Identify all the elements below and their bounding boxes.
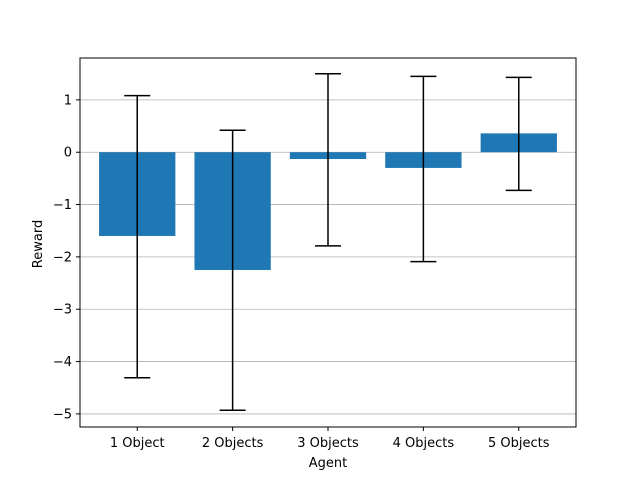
x-axis-label: Agent xyxy=(309,456,347,471)
x-tick-label: 3 Objects xyxy=(297,436,359,451)
y-tick-label: −1 xyxy=(53,198,72,213)
x-tick-label: 5 Objects xyxy=(488,436,550,451)
y-tick-label: −3 xyxy=(53,303,72,318)
y-tick-label: −5 xyxy=(53,407,72,422)
x-tick-label: 1 Object xyxy=(110,436,165,451)
y-tick-label: 1 xyxy=(64,93,72,108)
x-tick-label: 4 Objects xyxy=(393,436,455,451)
error-bars xyxy=(124,72,532,412)
y-tick-label: −4 xyxy=(53,355,72,370)
y-axis-ticks: 1 0 −1 −2 −3 −4 −5 xyxy=(53,93,80,422)
x-tick-label: 2 Objects xyxy=(202,436,264,451)
y-tick-label: 0 xyxy=(64,146,72,161)
y-tick-label: −2 xyxy=(53,250,72,265)
y-axis-label: Reward xyxy=(31,220,46,268)
x-axis-ticks: 1 Object 2 Objects 3 Objects 4 Objects 5 Obj… xyxy=(110,427,550,451)
